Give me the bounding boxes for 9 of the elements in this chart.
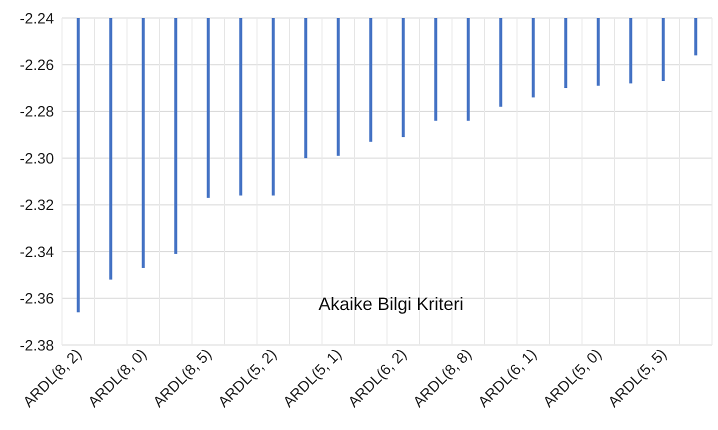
y-tick-label: -2.30 (20, 150, 54, 168)
text: Akaike Bilgi Kriteri (318, 294, 464, 314)
y-tick-label: -2.36 (20, 290, 54, 308)
y-tick-label: -2.34 (20, 244, 54, 261)
y-tick-label: -2.24 (20, 10, 54, 28)
y-tick-label: -2.38 (20, 337, 54, 354)
y-tick-label: -2.32 (20, 197, 54, 214)
y-tick-label: -2.28 (20, 104, 54, 121)
y-tick-label: -2.26 (20, 56, 54, 74)
